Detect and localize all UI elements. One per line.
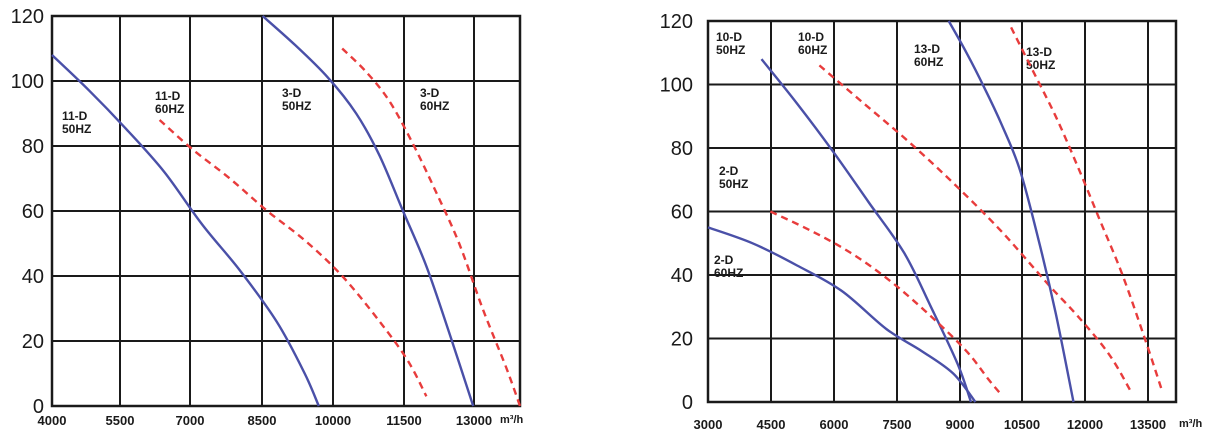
x-tick-label: 3000 xyxy=(694,417,723,432)
x-tick-label: 11500 xyxy=(386,413,421,428)
series-line xyxy=(341,47,522,407)
y-tick-label: 120 xyxy=(660,11,693,33)
x-tick-label: 10000 xyxy=(315,413,351,428)
y-tick-label: 20 xyxy=(671,329,693,351)
x-tick-label: 8500 xyxy=(248,413,277,428)
series-label: 3-D 50HZ xyxy=(282,86,311,113)
series-line xyxy=(158,119,428,397)
y-tick-label: 80 xyxy=(671,138,693,160)
y-tick-label: 100 xyxy=(11,71,44,93)
x-unit-label: m³/h xyxy=(1179,418,1203,430)
chart-right: 0 20 40 60 80 100 120 3000 4500 6000 7500 9000 10500… xyxy=(660,11,1203,432)
x-tick-label: 4500 xyxy=(757,417,786,432)
series-label: 13-D 50HZ xyxy=(1026,45,1055,72)
x-tick-label: 6000 xyxy=(820,417,849,432)
y-tick-label: 20 xyxy=(22,331,44,353)
y-tick-label: 80 xyxy=(22,136,44,158)
x-tick-label: 4000 xyxy=(38,413,67,428)
series-line xyxy=(769,210,1004,397)
series-line xyxy=(261,15,475,407)
y-tick-label: 100 xyxy=(660,75,693,97)
x-tick-label: 13000 xyxy=(456,413,492,428)
series-line xyxy=(818,64,1133,394)
series-label: 3-D 60HZ xyxy=(420,86,449,113)
series-label: 2-D 60HZ xyxy=(714,253,743,280)
x-tick-label: 12000 xyxy=(1067,417,1103,432)
series-line xyxy=(760,58,973,403)
y-tick-label: 40 xyxy=(671,265,693,287)
y-tick-label: 60 xyxy=(22,201,44,223)
y-tick-label: 40 xyxy=(22,266,44,288)
series-line xyxy=(1010,26,1164,393)
x-tick-label: 13500 xyxy=(1130,417,1166,432)
x-tick-label: 10500 xyxy=(1004,417,1040,432)
x-tick-label: 9000 xyxy=(946,417,975,432)
series-label: 2-D 50HZ xyxy=(719,164,748,191)
series-label: 10-D 50HZ xyxy=(716,30,745,57)
series-label: 11-D 60HZ xyxy=(155,89,184,116)
y-tick-label: 60 xyxy=(671,202,693,224)
x-tick-label: 7000 xyxy=(176,413,205,428)
y-tick-label: 0 xyxy=(33,396,44,418)
chart-left: 0 20 40 60 80 100 120 4000 5500 7000 8500 10000 1150… xyxy=(11,6,524,428)
x-tick-label: 5500 xyxy=(106,413,135,428)
series-label: 11-D 50HZ xyxy=(62,109,91,136)
series-line xyxy=(707,226,977,403)
series-label: 10-D 60HZ xyxy=(798,30,827,57)
x-tick-label: 7500 xyxy=(883,417,912,432)
y-tick-label: 120 xyxy=(11,6,44,28)
y-tick-label: 0 xyxy=(682,392,693,414)
series-line xyxy=(51,54,320,407)
series-line xyxy=(947,20,1075,403)
series-label: 13-D 60HZ xyxy=(914,42,943,69)
x-unit-label: m³/h xyxy=(500,414,524,426)
